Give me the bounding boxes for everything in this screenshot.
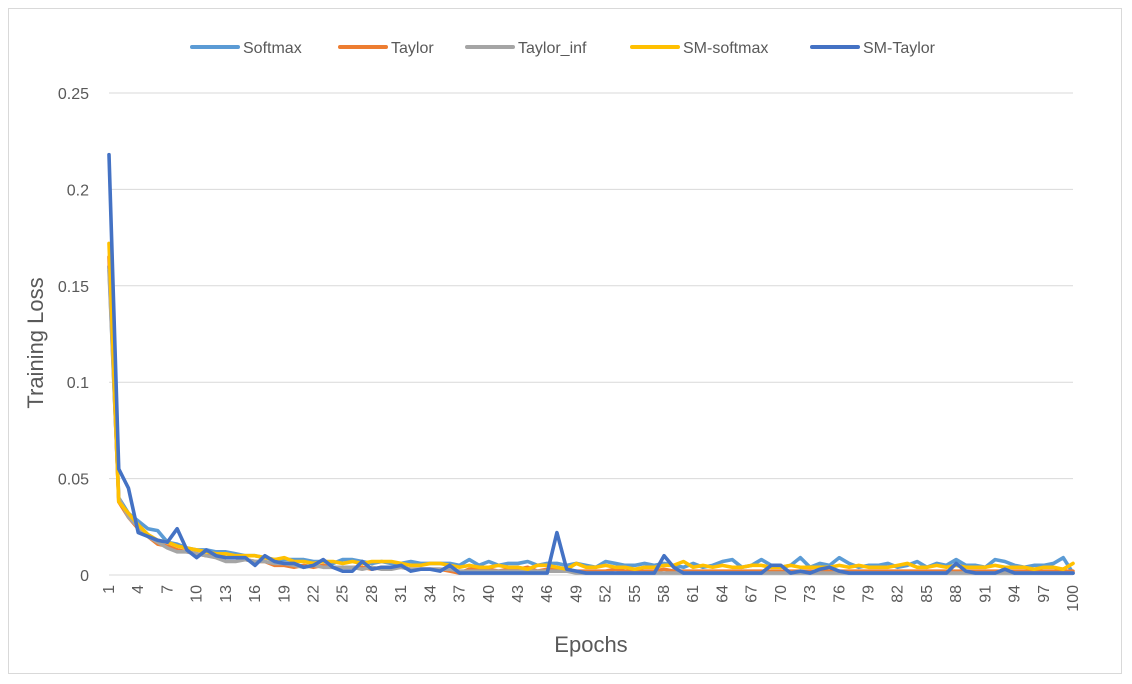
series-line-sm-softmax xyxy=(107,241,1075,572)
x-tick-label: 76 xyxy=(831,585,848,603)
gridlines xyxy=(109,92,1073,576)
x-tick-label: 61 xyxy=(685,585,702,603)
x-tick-label: 58 xyxy=(656,585,673,603)
x-tick-label: 28 xyxy=(364,585,381,603)
x-tick-label: 13 xyxy=(218,585,235,603)
x-tick-label: 31 xyxy=(393,585,410,603)
y-tick-label: 0.25 xyxy=(58,86,89,103)
x-tick-label: 67 xyxy=(744,585,761,603)
x-tick-label: 1 xyxy=(101,585,118,594)
x-tick-label: 97 xyxy=(1036,585,1053,603)
x-tick-label: 100 xyxy=(1065,585,1082,612)
x-tick-label: 82 xyxy=(890,585,907,603)
y-tick-label: 0 xyxy=(80,568,89,585)
legend-item: Taylor_inf xyxy=(465,40,587,57)
legend-item: SM-Taylor xyxy=(810,40,936,57)
chart-frame: 0 0.05 0.1 0.15 0.2 0.25 1 4 7 10 13 16 19 22 25 28 31 3… xyxy=(8,8,1122,674)
y-axis-ticks: 0 0.05 0.1 0.15 0.2 0.25 xyxy=(58,86,89,585)
y-tick-label: 0.05 xyxy=(58,472,89,489)
x-tick-label: 16 xyxy=(247,585,264,603)
x-tick-label: 79 xyxy=(861,585,878,603)
x-tick-label: 22 xyxy=(305,585,322,603)
series-line-softmax xyxy=(107,264,1075,575)
x-axis-label: Epochs xyxy=(554,632,627,657)
x-tick-label: 88 xyxy=(948,585,965,603)
y-tick-label: 0.15 xyxy=(58,279,89,296)
legend-item: SM-softmax xyxy=(630,40,768,57)
x-tick-label: 7 xyxy=(159,585,176,594)
legend-item: Taylor xyxy=(338,40,434,57)
legend-item: Softmax xyxy=(190,40,302,57)
x-tick-label: 64 xyxy=(714,585,731,603)
x-tick-label: 91 xyxy=(977,585,994,603)
legend-label: SM-Taylor xyxy=(863,40,936,57)
legend-label: Taylor xyxy=(391,40,434,57)
x-tick-label: 73 xyxy=(802,585,819,603)
x-tick-label: 85 xyxy=(919,585,936,603)
x-tick-label: 10 xyxy=(189,585,206,603)
series-line-taylor-inf xyxy=(107,268,1075,575)
series-lines xyxy=(107,152,1075,575)
legend-label: Softmax xyxy=(243,40,302,57)
x-tick-label: 4 xyxy=(130,585,147,594)
x-tick-label: 19 xyxy=(276,585,293,603)
line-chart: 0 0.05 0.1 0.15 0.2 0.25 1 4 7 10 13 16 19 22 25 28 31 3… xyxy=(23,40,1082,657)
x-tick-label: 55 xyxy=(627,585,644,603)
legend: Softmax Taylor Taylor_inf SM-softmax SM-Tayl… xyxy=(190,40,936,57)
x-tick-label: 94 xyxy=(1007,585,1024,603)
y-axis-label: Training Loss xyxy=(23,277,48,408)
x-tick-label: 40 xyxy=(481,585,498,603)
x-tick-label: 49 xyxy=(568,585,585,603)
y-tick-label: 0.1 xyxy=(67,375,89,392)
x-tick-label: 52 xyxy=(598,585,615,603)
x-tick-label: 70 xyxy=(773,585,790,603)
legend-label: SM-softmax xyxy=(683,40,768,57)
x-tick-label: 34 xyxy=(422,585,439,603)
series-line-taylor xyxy=(107,255,1075,575)
x-axis-ticks: 1 4 7 10 13 16 19 22 25 28 31 34 37 40 43 46 49 52 55 58 61 6… xyxy=(101,585,1082,612)
x-tick-label: 46 xyxy=(539,585,556,603)
legend-label: Taylor_inf xyxy=(518,40,587,57)
x-tick-label: 37 xyxy=(452,585,469,603)
y-tick-label: 0.2 xyxy=(67,182,89,199)
series-line-sm-taylor xyxy=(107,152,1075,575)
x-tick-label: 43 xyxy=(510,585,527,603)
x-tick-label: 25 xyxy=(335,585,352,603)
